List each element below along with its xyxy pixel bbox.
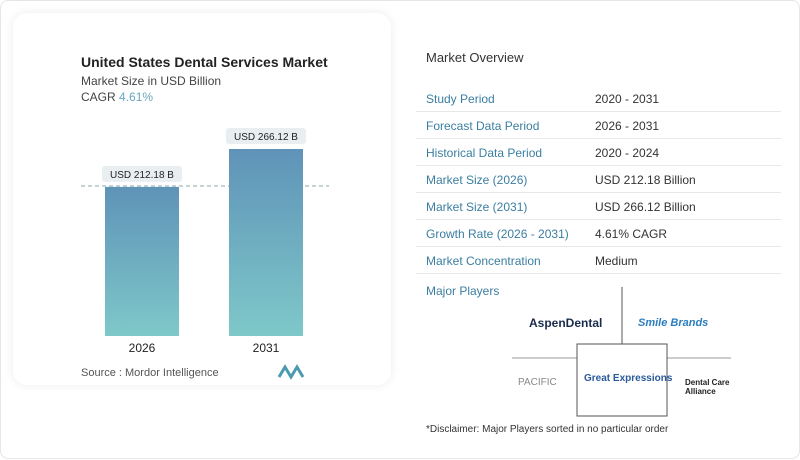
source: Source : Mordor Intelligence [81, 367, 219, 379]
row-value: 4.61% CAGR [595, 227, 668, 241]
x-tick-label: 2031 [253, 341, 280, 355]
data-label-bg [102, 165, 182, 182]
logo-dental-care-alliance: Dental Care Alliance [685, 378, 730, 396]
row-label: Market Size (2031) [426, 200, 528, 214]
overview-row: Study Period 2020 - 2031 [416, 85, 781, 112]
logo-aspen-dental: AspenDental [529, 316, 603, 330]
cagr: CAGR 4.61% [81, 90, 153, 104]
overview-row: Forecast Data Period 2026 - 2031 [416, 112, 781, 139]
data-label: USD 266.12 B [234, 132, 298, 143]
row-label: Market Size (2026) [426, 173, 528, 187]
row-value: USD 266.12 Billion [595, 200, 696, 214]
overview-row: Market Size (2031) USD 266.12 Billion [416, 193, 781, 220]
logo-smile-brands: Smile Brands [638, 317, 709, 329]
data-label: USD 212.18 B [110, 170, 174, 181]
disclaimer: *Disclaimer: Major Players sorted in no … [426, 424, 669, 435]
row-value: 2026 - 2031 [595, 119, 660, 133]
overview-title: Market Overview [426, 50, 524, 65]
major-players-title: Major Players [426, 284, 500, 298]
logo-pacific: PACIFIC [518, 377, 557, 388]
bar-2031 [229, 149, 303, 336]
row-value: Medium [595, 254, 638, 268]
data-label-bg [226, 128, 306, 144]
overview-row: Market Concentration Medium [416, 247, 781, 274]
overview-row: Market Size (2026) USD 212.18 Billion [416, 166, 781, 193]
row-label: Study Period [426, 92, 495, 106]
row-label: Growth Rate (2026 - 2031) [426, 227, 569, 241]
x-tick-label: 2026 [129, 341, 156, 355]
row-value: 2020 - 2024 [595, 146, 660, 160]
chart-subtitle: Market Size in USD Billion [81, 74, 222, 88]
bar-2026 [105, 186, 179, 336]
bar-chart: USD 212.18 B 2026 USD 266.12 B 2031 [81, 128, 329, 355]
chart-card [13, 13, 391, 385]
logo-great-expressions: Great Expressions [584, 373, 673, 384]
row-value: USD 212.18 Billion [595, 173, 696, 187]
row-label: Historical Data Period [426, 146, 543, 160]
overview-row: Historical Data Period 2020 - 2024 [416, 139, 781, 166]
overview-row: Growth Rate (2026 - 2031) 4.61% CAGR [416, 220, 781, 247]
cagr-label: CAGR [81, 90, 116, 104]
row-value: 2020 - 2031 [595, 92, 660, 106]
cagr-value: 4.61% [119, 90, 154, 104]
chart-title: United States Dental Services Market [81, 54, 328, 70]
row-label: Market Concentration [426, 254, 541, 268]
row-label: Forecast Data Period [426, 119, 540, 133]
